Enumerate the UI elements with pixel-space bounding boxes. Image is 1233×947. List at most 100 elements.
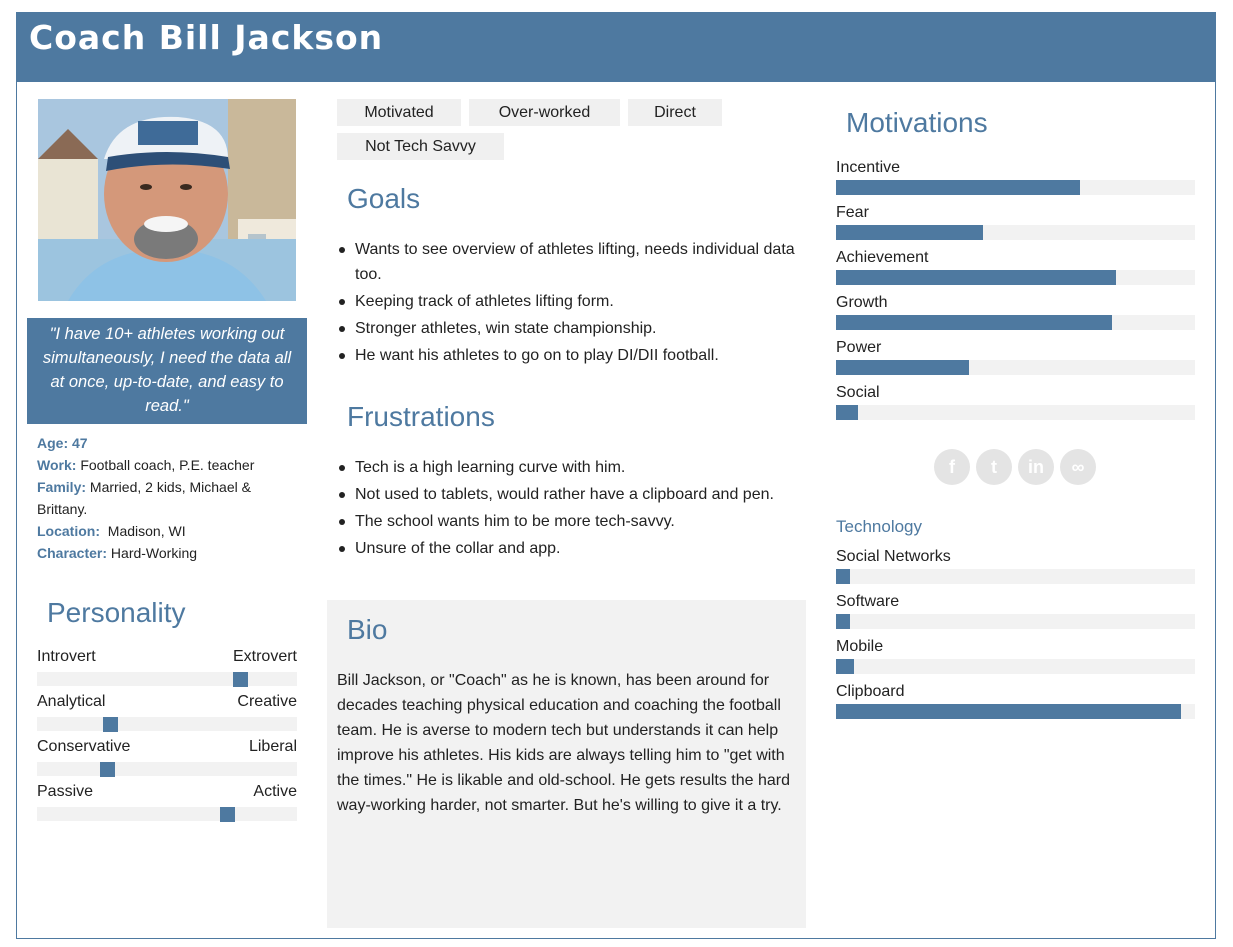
persona-quote: "I have 10+ athletes working out simulta… bbox=[27, 318, 307, 424]
slider-left-label: Passive bbox=[37, 783, 94, 800]
frustrations-item: Unsure of the collar and app. bbox=[337, 536, 797, 561]
personality-slider-analytical: Analytical Creative bbox=[37, 693, 297, 732]
slider-left-label: Introvert bbox=[37, 648, 96, 665]
motivations-title: Motivations bbox=[846, 107, 988, 138]
bar-label: Social bbox=[836, 384, 880, 401]
profile-info: Age: 47 Work: Football coach, P.E. teach… bbox=[37, 432, 297, 564]
personality-title: Personality bbox=[47, 597, 186, 628]
goals-item: Stronger athletes, win state championshi… bbox=[337, 316, 797, 341]
location-label: Location: bbox=[37, 523, 100, 539]
goals-title: Goals bbox=[347, 183, 421, 214]
bar-label: Software bbox=[836, 593, 900, 610]
motivations-bar-social: Social bbox=[836, 383, 1195, 420]
slider-right-label: Creative bbox=[237, 693, 297, 710]
link-icon[interactable]: ∞ bbox=[1060, 449, 1096, 485]
bar-label: Mobile bbox=[836, 638, 884, 655]
age-value: 47 bbox=[72, 435, 88, 451]
bar-track bbox=[836, 569, 1195, 584]
tag-motivated: Motivated bbox=[337, 99, 461, 126]
bar-label: Social Networks bbox=[836, 548, 951, 565]
slider-track bbox=[37, 672, 297, 687]
age-label: Age: bbox=[37, 435, 69, 451]
bar-track bbox=[836, 704, 1195, 719]
bar-fill bbox=[836, 270, 1117, 285]
family-value: Married, 2 kids, Michael & Brittany. bbox=[37, 479, 251, 517]
bar-fill bbox=[836, 360, 969, 375]
technology-title: Technology bbox=[836, 517, 923, 536]
slider-knob bbox=[219, 807, 235, 822]
motivations-bar-achievement: Achievement bbox=[836, 248, 1195, 285]
bar-label: Achievement bbox=[836, 249, 929, 266]
goals-item: Wants to see overview of athletes liftin… bbox=[337, 237, 797, 287]
work-label: Work: bbox=[37, 457, 77, 473]
bio-title: Bio bbox=[347, 614, 388, 645]
slider-right-label: Active bbox=[253, 783, 297, 800]
bar-track bbox=[836, 614, 1195, 629]
bar-track bbox=[836, 180, 1195, 195]
personality-slider-introvert: Introvert Extrovert bbox=[37, 648, 297, 687]
bio-panel bbox=[327, 600, 806, 928]
tag-direct: Direct bbox=[628, 99, 722, 126]
bar-label: Fear bbox=[836, 204, 869, 221]
slider-right-label: Extrovert bbox=[232, 648, 297, 665]
slider-right-label: Liberal bbox=[248, 738, 297, 755]
facebook-icon[interactable]: f bbox=[934, 449, 970, 485]
slider-track bbox=[37, 717, 297, 732]
technology-bar-social-networks: Social Networks bbox=[836, 547, 1195, 584]
bio-text: Bill Jackson, or "Coach" as he is known,… bbox=[337, 672, 791, 814]
bar-track bbox=[836, 360, 1195, 375]
frustrations-item: Tech is a high learning curve with him. bbox=[337, 455, 797, 480]
motivations-bar-power: Power bbox=[836, 338, 1195, 375]
bar-fill bbox=[836, 569, 851, 584]
personality-slider-passive: Passive Active bbox=[37, 783, 297, 822]
technology-bar-mobile: Mobile bbox=[836, 637, 1195, 674]
personality-slider-conservative: Conservative Liberal bbox=[37, 738, 297, 777]
technology-bar-software: Software bbox=[836, 592, 1195, 629]
bar-track bbox=[836, 270, 1195, 285]
family-label: Family: bbox=[37, 479, 87, 495]
motivations-bar-incentive: Incentive bbox=[836, 158, 1195, 195]
goals-item: Keeping track of athletes lifting form. bbox=[337, 289, 797, 314]
frustrations-list: Tech is a high learning curve with him. N… bbox=[337, 455, 797, 563]
slider-knob bbox=[232, 672, 248, 687]
work-value: Football coach, P.E. teacher bbox=[80, 457, 255, 473]
tag-not-tech-savvy: Not Tech Savvy bbox=[337, 133, 504, 160]
bar-label: Growth bbox=[836, 294, 888, 311]
bar-track bbox=[836, 225, 1195, 240]
bar-track bbox=[836, 405, 1195, 420]
bar-track bbox=[836, 315, 1195, 330]
twitter-icon[interactable]: t bbox=[976, 449, 1012, 485]
frustrations-title: Frustrations bbox=[347, 401, 495, 432]
bar-label: Clipboard bbox=[836, 683, 905, 700]
slider-track bbox=[37, 807, 297, 822]
character-value: Hard-Working bbox=[110, 545, 198, 561]
frustrations-item: The school wants him to be more tech-sav… bbox=[337, 509, 797, 534]
bar-fill bbox=[836, 405, 858, 420]
linkedin-icon[interactable]: in bbox=[1018, 449, 1054, 485]
goals-item: He want his athletes to go on to play DI… bbox=[337, 343, 797, 368]
slider-knob bbox=[100, 762, 116, 777]
motivations-bar-growth: Growth bbox=[836, 293, 1195, 330]
bar-label: Power bbox=[836, 339, 882, 356]
bar-fill bbox=[836, 659, 854, 674]
location-value: Madison, WI bbox=[107, 523, 186, 539]
tag-over-worked: Over-worked bbox=[469, 99, 620, 126]
page-title: Coach Bill Jackson bbox=[29, 18, 384, 57]
bar-fill bbox=[836, 180, 1081, 195]
bar-fill bbox=[836, 315, 1113, 330]
profile-photo bbox=[38, 99, 296, 301]
bar-label: Incentive bbox=[836, 159, 901, 176]
slider-left-label: Conservative bbox=[37, 738, 131, 755]
bar-fill bbox=[836, 225, 984, 240]
bar-fill bbox=[836, 704, 1181, 719]
technology-bar-clipboard: Clipboard bbox=[836, 682, 1195, 719]
header-bar: Coach Bill Jackson bbox=[16, 12, 1216, 82]
character-label: Character: bbox=[37, 545, 108, 561]
motivations-bar-fear: Fear bbox=[836, 203, 1195, 240]
frustrations-item: Not used to tablets, would rather have a… bbox=[337, 482, 797, 507]
goals-list: Wants to see overview of athletes liftin… bbox=[337, 237, 797, 370]
slider-knob bbox=[102, 717, 118, 732]
bar-fill bbox=[836, 614, 851, 629]
slider-track bbox=[37, 762, 297, 777]
slider-left-label: Analytical bbox=[37, 693, 106, 710]
